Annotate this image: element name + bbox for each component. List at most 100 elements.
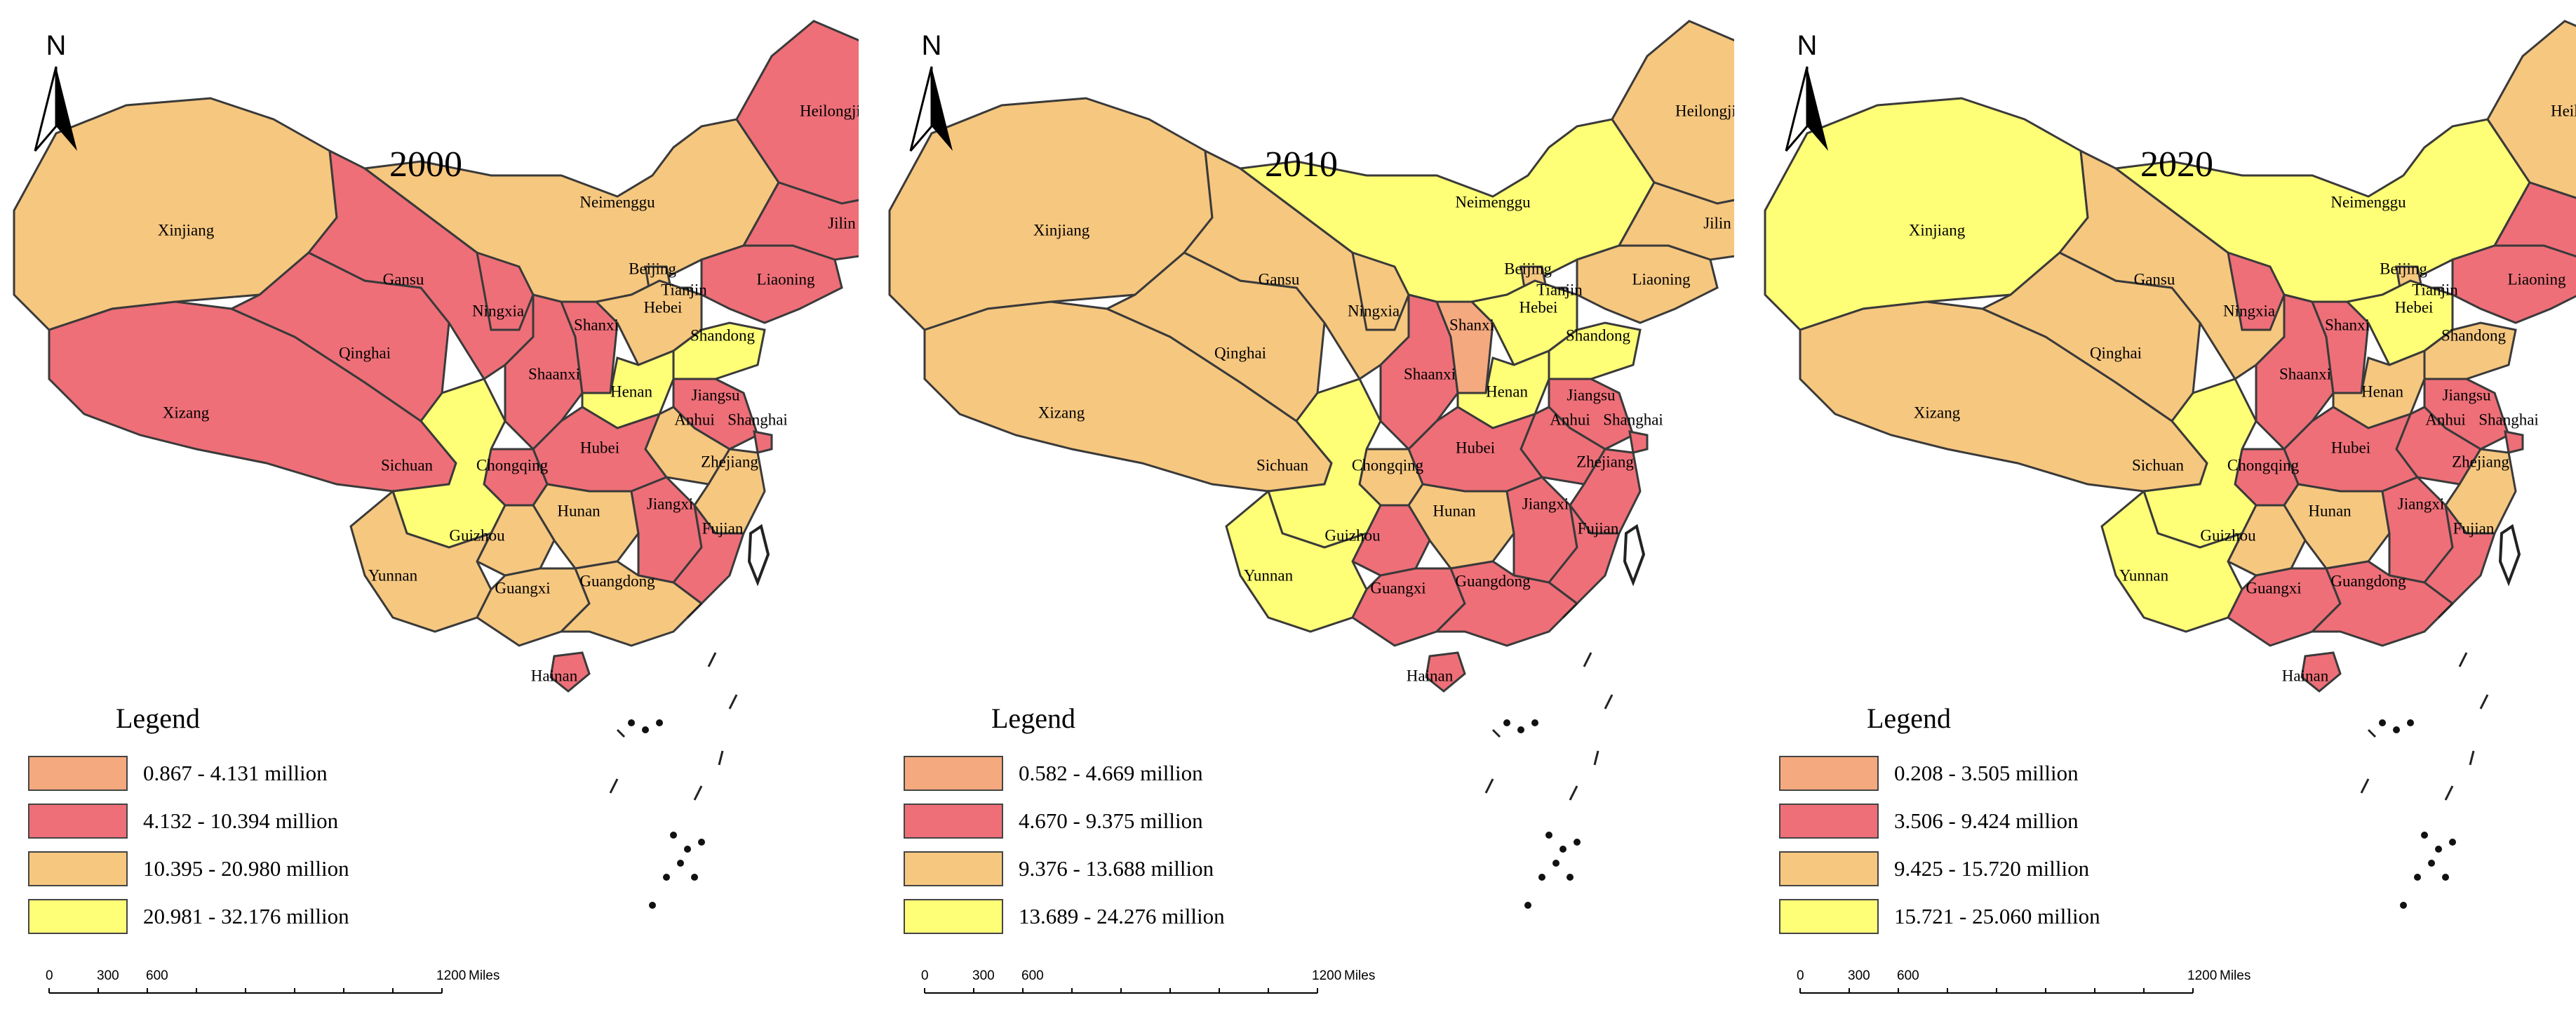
- scale-bar: [1793, 961, 2214, 1018]
- province-guangdong: [558, 560, 704, 647]
- province-guangdong: [1434, 560, 1579, 647]
- nine-dash-line-segment: [1562, 602, 1578, 619]
- taiwan-outline: [1623, 524, 1646, 587]
- province-label-guangdong: Guangdong: [579, 572, 655, 589]
- province-ningxia: [1351, 251, 1410, 331]
- legend-item: 15.721 - 25.060 million: [1779, 898, 2100, 935]
- nine-dash-line-segment: [2437, 602, 2454, 619]
- province-label-yunnan: Yunnan: [368, 566, 418, 584]
- island-dot: [670, 832, 677, 839]
- legend-item: 0.208 - 3.505 million: [1779, 754, 2079, 792]
- scale-unit-label: Miles: [2220, 968, 2251, 983]
- legend-item: 9.425 - 15.720 million: [1779, 850, 2089, 888]
- province-shanghai: [753, 430, 773, 454]
- province-label-shandong: Shandong: [2441, 326, 2507, 344]
- nine-dash-line-segment: [2479, 694, 2489, 709]
- province-label-heilongjiang: Heilongjiang: [2551, 102, 2576, 119]
- legend-item: 10.395 - 20.980 million: [28, 850, 349, 888]
- island-dot: [2414, 874, 2421, 881]
- legend-swatch: [1779, 756, 1879, 791]
- legend-swatch: [1779, 899, 1879, 934]
- island-dot: [2442, 874, 2449, 881]
- province-label-sichuan: Sichuan: [381, 456, 434, 474]
- province-label-anhui: Anhui: [2425, 411, 2466, 428]
- province-label-chongqing: Chongqing: [1352, 456, 1424, 474]
- scale-tick-label: 600: [146, 968, 168, 983]
- scale-tick-label: 1200: [436, 968, 467, 983]
- legend-item: 0.582 - 4.669 million: [904, 754, 1203, 792]
- svg-text:N: N: [46, 30, 67, 61]
- legend-swatch: [28, 804, 128, 839]
- province-label-qinghai: Qinghai: [2090, 344, 2142, 361]
- province-label-guangdong: Guangdong: [1455, 572, 1531, 589]
- legend-swatch: [28, 756, 128, 791]
- legend-label: 9.376 - 13.688 million: [1019, 856, 1214, 881]
- province-label-shanghai: Shanghai: [2478, 411, 2539, 428]
- island-dot: [2407, 719, 2414, 726]
- legend-swatch: [904, 851, 1003, 886]
- nine-dash-line-segment: [2444, 785, 2454, 801]
- province-label-guangxi: Guangxi: [495, 579, 550, 597]
- province-label-qinghai: Qinghai: [339, 344, 391, 361]
- legend-label: 4.132 - 10.394 million: [143, 808, 339, 833]
- legend-title: Legend: [1867, 702, 1951, 734]
- province-label-jiangsu: Jiangsu: [2443, 386, 2492, 404]
- island-dot: [1538, 874, 1545, 881]
- province-ningxia: [476, 251, 535, 331]
- province-liaoning: [700, 244, 843, 324]
- province-label-zhejiang: Zhejiang: [2452, 453, 2509, 470]
- legend-item: 20.981 - 32.176 million: [28, 898, 349, 935]
- province-label-anhui: Anhui: [674, 411, 715, 428]
- province-label-xinjiang: Xinjiang: [158, 221, 215, 239]
- province-label-qinghai: Qinghai: [1214, 344, 1266, 361]
- scale-tick-label: 1200: [1312, 968, 1342, 983]
- province-label-shandong: Shandong: [1566, 326, 1631, 344]
- legend-label: 0.582 - 4.669 million: [1019, 761, 1203, 785]
- taiwan-outline: [747, 524, 770, 587]
- scale-tick-label: 0: [46, 968, 53, 983]
- svg-text:N: N: [1797, 30, 1818, 61]
- province-label-gansu: Gansu: [383, 270, 424, 288]
- map-year-title: 2020: [2140, 145, 2213, 185]
- province-label-jilin: Jilin: [1703, 214, 1731, 232]
- province-label-guizhou: Guizhou: [1324, 526, 1381, 544]
- nine-dash-line-segment: [2458, 652, 2468, 667]
- legend-item: 4.132 - 10.394 million: [28, 802, 338, 840]
- legend-item: 9.376 - 13.688 million: [904, 850, 1214, 888]
- province-label-jiangsu: Jiangsu: [1567, 386, 1616, 404]
- province-label-hebei: Hebei: [1520, 298, 1558, 316]
- province-label-xizang: Xizang: [1914, 404, 1961, 421]
- province-guizhou: [2226, 504, 2307, 577]
- province-label-neimenggu: Neimenggu: [1455, 193, 1531, 211]
- province-hainan: [2300, 651, 2342, 693]
- province-label-jiangxi: Jiangxi: [1522, 495, 1569, 512]
- province-henan: [1456, 349, 1550, 429]
- province-henan: [581, 349, 675, 429]
- province-liaoning: [2451, 244, 2576, 324]
- island-dot: [663, 874, 670, 881]
- legend-label: 4.670 - 9.375 million: [1019, 808, 1203, 833]
- province-label-heilongjiang: Heilongjiang: [800, 102, 859, 119]
- province-label-xinjiang: Xinjiang: [1909, 221, 1966, 239]
- province-label-shaanxi: Shaanxi: [2279, 365, 2331, 382]
- province-label-shanxi: Shanxi: [1449, 316, 1494, 333]
- province-label-shanxi: Shanxi: [574, 316, 619, 333]
- island-dot: [698, 839, 705, 846]
- scale-tick-label: 1200: [2187, 968, 2218, 983]
- map-year-title: 2010: [1265, 145, 1338, 185]
- legend-label: 0.208 - 3.505 million: [1894, 761, 2079, 785]
- island-dot: [1524, 902, 1531, 909]
- island-dot: [2435, 846, 2442, 853]
- province-label-jilin: Jilin: [828, 214, 856, 232]
- legend-item: 3.506 - 9.424 million: [1779, 802, 2079, 840]
- island-dot: [649, 902, 656, 909]
- province-label-henan: Henan: [2361, 382, 2404, 400]
- island-dot: [1552, 860, 1559, 867]
- province-label-sichuan: Sichuan: [2132, 456, 2185, 474]
- map-year-title: 2000: [389, 145, 462, 185]
- province-shanghai: [1628, 430, 1649, 454]
- svg-text:N: N: [922, 30, 942, 61]
- nine-dash-line-segment: [1491, 728, 1501, 738]
- legend-label: 10.395 - 20.980 million: [143, 856, 349, 881]
- legend-label: 20.981 - 32.176 million: [143, 904, 349, 928]
